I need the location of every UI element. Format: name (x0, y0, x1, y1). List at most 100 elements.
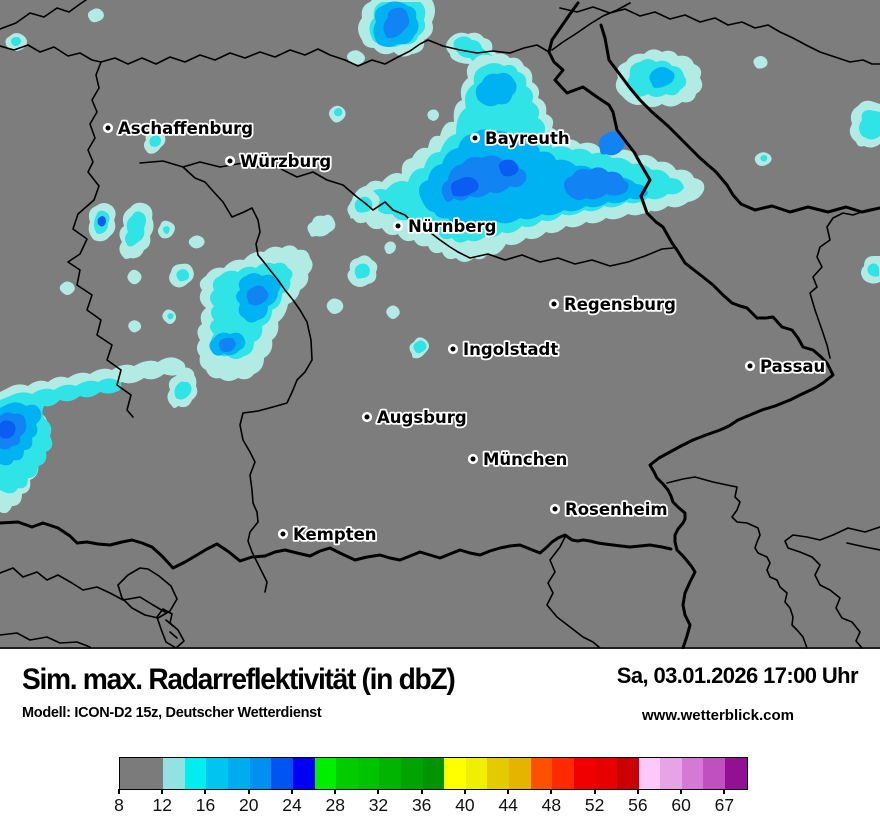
city-label: Würzburg (240, 152, 331, 171)
colorbar-label-24: 24 (282, 795, 302, 815)
city-marker-bayreuth: Bayreuth (469, 127, 571, 150)
colorbar-cell-11 (379, 758, 401, 789)
city-dot (277, 528, 289, 540)
city-marker-aschaffenburg: Aschaffenburg (102, 117, 255, 140)
colorbar-label-48: 48 (541, 795, 562, 815)
radar-map-svg: Aschaffenburg Würzburg Bayreuth Nürnberg Reg… (0, 0, 880, 649)
colorbar-cell-19 (552, 758, 574, 789)
city-dot (549, 503, 561, 515)
model-info: Modell: ICON-D2 15z, Deutscher Wetterdie… (22, 705, 322, 721)
colorbar-cell-5 (249, 758, 272, 789)
colorbar-label-8: 8 (114, 795, 124, 815)
city-label: Nürnberg (408, 217, 496, 236)
colorbar-cell-24 (660, 758, 682, 789)
city-marker-kempten: Kempten (277, 523, 378, 546)
colorbar-cell-13 (422, 758, 445, 789)
city-label: Bayreuth (485, 129, 570, 148)
city-label: Augsburg (377, 408, 467, 427)
colorbar-cell-15 (465, 758, 488, 789)
colorbar-label-16: 16 (195, 795, 216, 815)
cities-layer: Aschaffenburg Würzburg Bayreuth Nürnberg Reg… (102, 117, 827, 546)
city-marker-regensburg: Regensburg (548, 293, 678, 316)
footer: Sim. max. Radarreflektivität (in dbZ) Sa… (0, 649, 880, 830)
colorbar-cell-14 (444, 758, 466, 789)
colorbar-tick-56 (636, 789, 639, 794)
colorbar-label-12: 12 (152, 795, 172, 815)
colorbar-tick-24 (290, 789, 293, 794)
colorbar-cell-22 (617, 758, 639, 789)
colorbar-cell-27 (725, 758, 747, 789)
colorbar-tick-8 (118, 789, 120, 794)
colorbar-scale (119, 757, 748, 790)
colorbar-cell-16 (487, 758, 509, 789)
city-dot (467, 453, 479, 465)
colorbar-cell-10 (357, 758, 380, 789)
colorbar-tick-52 (593, 789, 596, 794)
city-marker-nrnberg: Nürnberg (392, 215, 498, 238)
city-label: Aschaffenburg (118, 119, 253, 138)
colorbar-label-36: 36 (411, 795, 432, 815)
city-dot (224, 155, 236, 167)
title-row: Sim. max. Radarreflektivität (in dbZ) Sa… (22, 663, 859, 697)
colorbar-cell-17 (508, 758, 531, 789)
city-label: Rosenheim (565, 500, 668, 519)
colorbar-cell-3 (206, 758, 229, 789)
colorbar-label-67: 67 (714, 795, 735, 815)
colorbar-tick-32 (377, 789, 380, 794)
colorbar-cell-12 (400, 758, 423, 789)
colorbar-cell-26 (703, 758, 726, 789)
city-label: Regensburg (564, 295, 676, 314)
colorbar-cell-18 (530, 758, 553, 789)
map-background (0, 0, 880, 649)
colorbar-tick-12 (161, 789, 164, 794)
colorbar-tick-28 (334, 789, 337, 794)
city-marker-ingolstadt: Ingolstadt (447, 338, 560, 361)
city-label: Ingolstadt (463, 340, 558, 359)
city-dot (102, 122, 114, 134)
city-dot (744, 360, 756, 372)
colorbar-tick-40 (463, 789, 466, 794)
city-label: Passau (760, 357, 825, 376)
colorbar-label-40: 40 (455, 795, 475, 815)
page-title: Sim. max. Radarreflektivität (in dbZ) (22, 663, 456, 696)
colorbar-tick-60 (680, 789, 683, 794)
colorbar-cell-7 (292, 758, 315, 789)
colorbar-cell-23 (638, 758, 661, 789)
colorbar-tick-44 (507, 789, 510, 794)
city-marker-augsburg: Augsburg (361, 406, 468, 429)
city-label: München (483, 450, 567, 469)
city-dot (392, 220, 404, 232)
colorbar-label-56: 56 (628, 795, 648, 815)
borders-layer (0, 0, 880, 649)
colorbar-label-60: 60 (671, 795, 691, 815)
colorbar-cell-21 (595, 758, 618, 789)
website-url: www.wetterblick.com (642, 707, 794, 724)
colorbar-cell-8 (314, 758, 337, 789)
city-marker-wrzburg: Würzburg (224, 150, 333, 173)
colorbar-tick-36 (420, 789, 423, 794)
colorbar-cell-6 (271, 758, 293, 789)
colorbar-cell-2 (184, 758, 207, 789)
radar-map: Aschaffenburg Würzburg Bayreuth Nürnberg Reg… (0, 0, 880, 649)
city-dot (447, 343, 459, 355)
colorbar-cell-4 (228, 758, 250, 789)
colorbar-cell-0 (120, 758, 164, 789)
city-label: Kempten (293, 525, 377, 544)
colorbar-label-28: 28 (325, 795, 345, 815)
forecast-datetime: Sa, 03.01.2026 17:00 Uhr (616, 663, 859, 688)
city-dot (548, 298, 560, 310)
colorbar-label-52: 52 (584, 795, 605, 815)
city-dot (469, 132, 481, 144)
colorbar-label-20: 20 (238, 795, 259, 815)
colorbar-label-44: 44 (498, 795, 518, 815)
colorbar-tick-16 (204, 789, 207, 794)
city-marker-rosenheim: Rosenheim (549, 498, 669, 521)
colorbar-tick-67 (723, 789, 726, 794)
colorbar-cell-20 (573, 758, 596, 789)
city-marker-passau: Passau (744, 355, 827, 378)
colorbar-label-32: 32 (368, 795, 389, 815)
colorbar-cell-9 (336, 758, 358, 789)
colorbar-cell-1 (163, 758, 185, 789)
colorbar-cell-25 (681, 758, 704, 789)
